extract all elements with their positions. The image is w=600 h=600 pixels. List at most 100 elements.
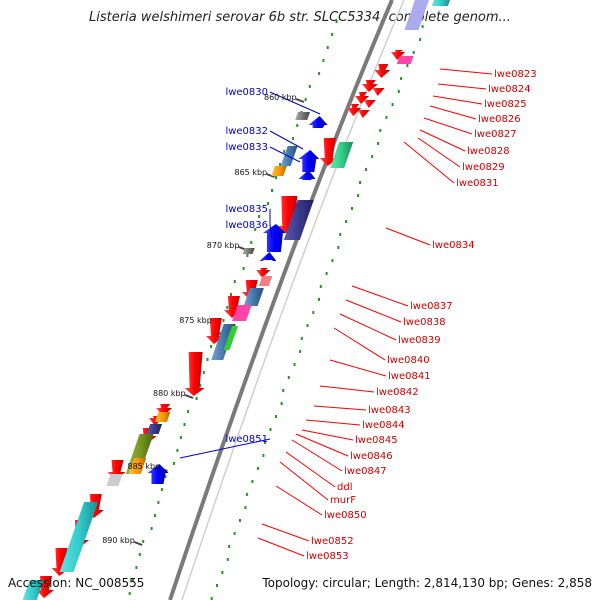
gc-dot	[391, 103, 394, 106]
gene-label-lwe0824[interactable]: lwe0824	[488, 84, 531, 95]
gene-label-lwe0840[interactable]: lwe0840	[387, 355, 430, 366]
gc-dot	[322, 59, 325, 62]
callout-line	[295, 433, 349, 457]
gene-label-lwe0850[interactable]: lwe0850	[324, 510, 367, 521]
gc-dot	[318, 298, 320, 301]
gc-dot	[371, 155, 374, 158]
forward-gene	[363, 100, 376, 108]
callout-line	[179, 438, 271, 459]
scale-label: 890 kbp	[102, 536, 135, 545]
gene-label-lwe0827[interactable]: lwe0827	[474, 129, 517, 140]
gene-label-lwe0843[interactable]: lwe0843	[368, 405, 411, 416]
forward-gene	[372, 88, 385, 96]
gc-dot	[179, 436, 182, 439]
cds-box-grey	[106, 474, 123, 486]
gene-label-lwe0823[interactable]: lwe0823	[494, 69, 537, 80]
gene-label-lwe0837[interactable]: lwe0837	[410, 301, 453, 312]
gc-dot	[359, 181, 361, 184]
gc-dot	[345, 220, 348, 223]
gc-dot	[337, 246, 340, 249]
callout-line	[279, 461, 329, 501]
gene-label-lwe0846[interactable]: lwe0846	[350, 451, 393, 462]
gc-dot	[233, 532, 236, 535]
gc-dot	[385, 116, 388, 119]
gene-label-lwe0834[interactable]: lwe0834	[432, 240, 475, 251]
gc-dot	[218, 332, 221, 335]
gene-label-lwe0841[interactable]: lwe0841	[388, 371, 431, 382]
gc-dot	[280, 402, 283, 405]
gene-label-lwe0847[interactable]: lwe0847	[344, 466, 387, 477]
callout-line	[301, 429, 354, 441]
gc-dot	[154, 514, 156, 517]
gc-dot	[287, 376, 290, 379]
reverse-gene	[259, 252, 277, 261]
gene-label-murF[interactable]: murF	[330, 495, 356, 506]
gene-label-lwe0839[interactable]: lwe0839	[398, 335, 441, 346]
gene-label-lwe0825[interactable]: lwe0825	[484, 99, 527, 110]
gc-dot	[331, 33, 334, 36]
gene-label-lwe0826[interactable]: lwe0826	[478, 114, 521, 125]
gene-label-lwe0829[interactable]: lwe0829	[462, 162, 505, 173]
gc-dot	[187, 410, 189, 413]
gene-label-lwe0853[interactable]: lwe0853	[306, 551, 349, 562]
gc-dot	[325, 272, 328, 275]
gc-dot	[318, 72, 321, 75]
gc-dot	[412, 51, 415, 54]
callout-line	[313, 405, 367, 411]
gc-dot	[150, 527, 153, 530]
gene-label-lwe0833[interactable]: lwe0833	[225, 142, 268, 153]
scale-tick	[266, 173, 275, 178]
gc-dot	[256, 467, 259, 470]
gene-label-lwe0851[interactable]: lwe0851	[225, 434, 268, 445]
gc-dot	[292, 137, 295, 140]
topology-label: Topology: circular; Length: 2,814,130 bp…	[262, 576, 592, 590]
forward-gene	[355, 92, 370, 104]
scale-tick	[133, 541, 143, 546]
cds-box-navy	[283, 200, 314, 240]
cds-box-salmon	[258, 276, 273, 286]
gene-label-lwe0852[interactable]: lwe0852	[311, 536, 354, 547]
gene-label-lwe0838[interactable]: lwe0838	[403, 317, 446, 328]
gc-dot	[400, 77, 403, 80]
cds-box-orange	[271, 166, 287, 176]
gene-label-lwe0836[interactable]: lwe0836	[225, 220, 268, 231]
gc-dot	[335, 20, 338, 23]
cds-box-pink	[232, 305, 252, 321]
gc-dot	[263, 441, 266, 444]
forward-gene	[347, 104, 362, 116]
scale-tick	[295, 98, 305, 103]
scale-label: 865 kbp	[235, 168, 268, 177]
right-gene-labels: lwe0823 lwe0824 lwe0825 lwe0826 lwe0827 lwe08…	[306, 69, 537, 562]
gc-dot	[300, 337, 303, 340]
gc-dot	[244, 506, 247, 509]
gene-label-lwe0828[interactable]: lwe0828	[467, 146, 510, 157]
gene-label-lwe0842[interactable]: lwe0842	[376, 387, 419, 398]
callout-line	[403, 141, 455, 184]
scale-label: 880 kbp	[153, 389, 186, 398]
cds-box-green	[223, 326, 239, 350]
gene-label-lwe0830[interactable]: lwe0830	[225, 87, 268, 98]
gc-dot	[397, 90, 400, 93]
gene-label-lwe0835[interactable]: lwe0835	[225, 204, 268, 215]
gc-dot	[216, 584, 218, 587]
gc-content-track	[128, 20, 424, 600]
gc-dot	[142, 540, 145, 543]
gene-label-ddl[interactable]: ddl	[337, 482, 352, 493]
gc-dot	[331, 259, 334, 262]
gene-label-lwe0845[interactable]: lwe0845	[355, 435, 398, 446]
callout-line	[285, 451, 336, 488]
gene-label-lwe0831[interactable]: lwe0831	[456, 178, 499, 189]
gene-label-lwe0832[interactable]: lwe0832	[225, 126, 268, 137]
gene-label-lwe0844[interactable]: lwe0844	[362, 420, 405, 431]
gc-dot	[377, 142, 380, 145]
callout-line	[269, 91, 321, 115]
gc-dot	[222, 319, 225, 322]
reverse-gene	[262, 224, 286, 252]
forward-gene	[374, 64, 391, 78]
callout-line	[351, 285, 409, 307]
scale-label: 860 kbp	[264, 93, 297, 102]
gc-dot	[275, 415, 277, 418]
cds-box-navy	[146, 424, 163, 434]
gc-dot	[379, 129, 382, 132]
callout-line	[319, 385, 375, 393]
